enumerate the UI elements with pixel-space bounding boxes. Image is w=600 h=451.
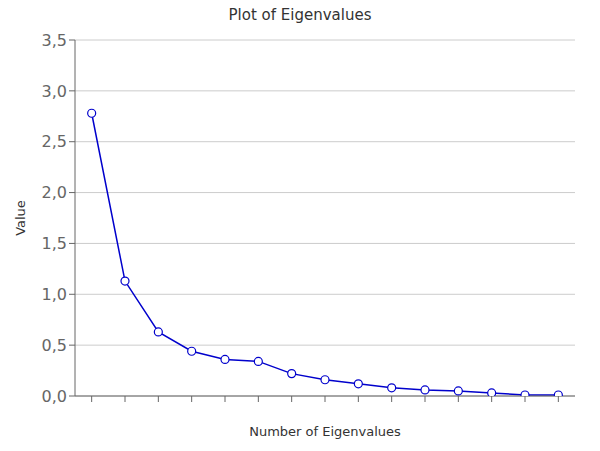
svg-text:2,5: 2,5 [42, 132, 67, 151]
svg-text:Number of Eigenvalues: Number of Eigenvalues [249, 424, 401, 439]
svg-text:0,5: 0,5 [42, 336, 67, 355]
svg-text:2,0: 2,0 [42, 183, 67, 202]
svg-text:0,0: 0,0 [42, 387, 67, 406]
html-text:Plot of Eigenvalues: Plot of Eigenvalues [228, 6, 372, 24]
svg-text:Value: Value [13, 200, 28, 236]
svg-text:3,0: 3,0 [42, 82, 67, 101]
svg-text:1,5: 1,5 [42, 234, 67, 253]
svg-text:1,0: 1,0 [42, 285, 67, 304]
svg-text:3,5: 3,5 [42, 31, 67, 50]
